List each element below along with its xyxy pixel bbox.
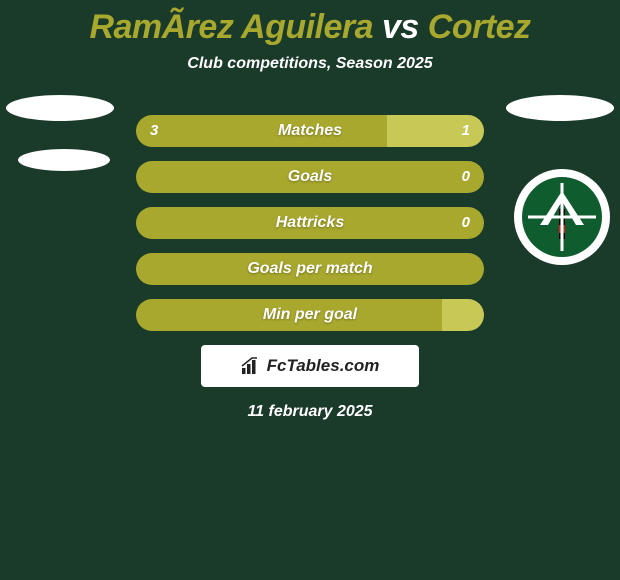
stat-row: Hattricks0 [136, 207, 484, 239]
stats-section: Matches31Goals0Hattricks0Goals per match… [0, 115, 620, 331]
stat-value-left: 3 [150, 115, 158, 147]
page-title: RamÃ­rez Aguilera vs Cortez [0, 0, 620, 47]
stat-row: Goals0 [136, 161, 484, 193]
stat-row: Matches3 1 [136, 115, 484, 147]
badge-ellipse [18, 149, 110, 171]
stat-value-right: 1 [462, 115, 470, 147]
chart-icon [241, 357, 263, 375]
stat-row: Goals per match [136, 253, 484, 285]
team-logo [514, 169, 610, 265]
stat-label: Goals [136, 161, 484, 193]
right-team-badges [506, 95, 614, 149]
stat-label: Matches [136, 115, 484, 147]
subtitle: Club competitions, Season 2025 [0, 55, 620, 73]
stat-label: Min per goal [136, 299, 484, 331]
watermark: FcTables.com [201, 345, 419, 387]
left-team-badges [6, 95, 114, 199]
stat-value-right: 0 [462, 161, 470, 193]
timbers-icon [518, 173, 606, 261]
stat-row: Min per goal [136, 299, 484, 331]
watermark-text: FcTables.com [267, 356, 380, 376]
stat-label: Goals per match [136, 253, 484, 285]
title-player1: RamÃ­rez Aguilera [89, 8, 373, 46]
badge-ellipse [506, 95, 614, 121]
stat-value-right: 0 [462, 207, 470, 239]
title-vs: vs [373, 8, 428, 46]
stat-rows: Matches31Goals0Hattricks0Goals per match… [136, 115, 484, 331]
badge-ellipse [6, 95, 114, 121]
title-player2: Cortez [428, 8, 531, 46]
stat-label: Hattricks [136, 207, 484, 239]
date-label: 11 february 2025 [0, 403, 620, 421]
